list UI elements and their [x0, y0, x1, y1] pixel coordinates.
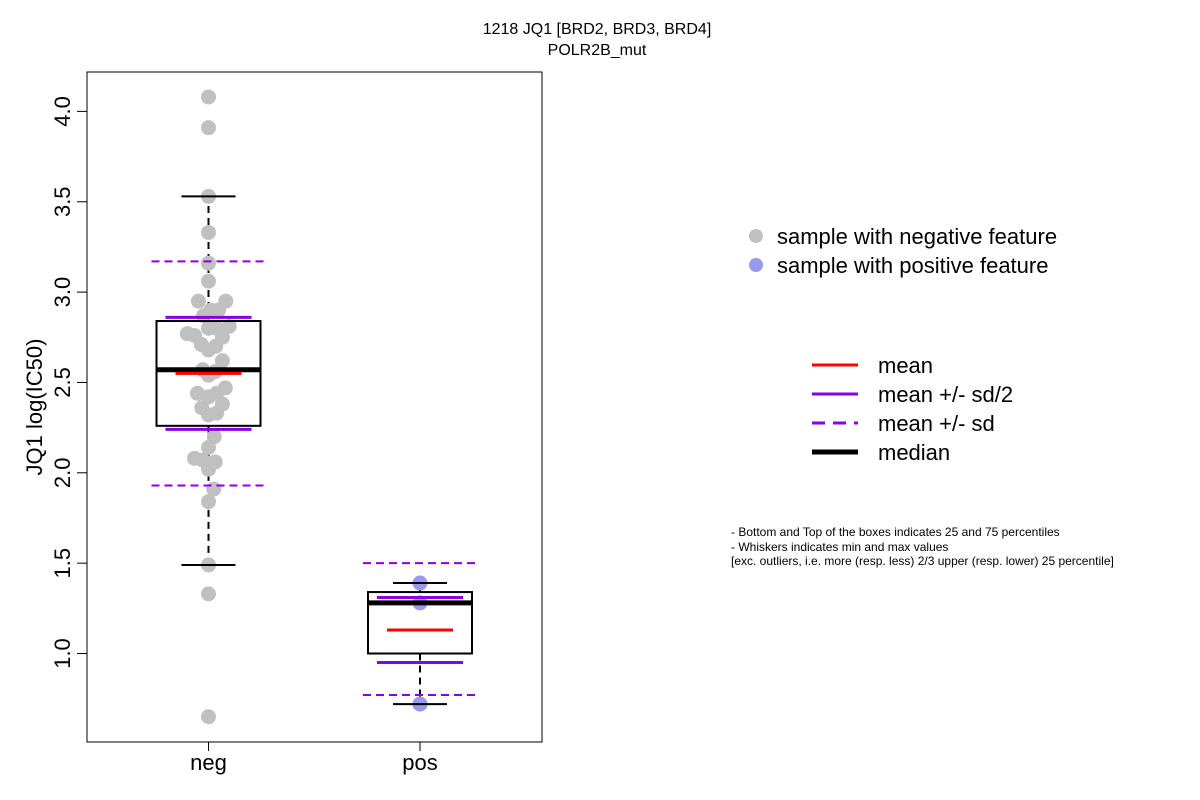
iqr-box	[367, 591, 473, 655]
data-point	[209, 405, 225, 421]
data-point	[208, 338, 224, 354]
data-point	[201, 494, 216, 510]
iqr-box	[155, 320, 262, 427]
footnotes: - Bottom and Top of the boxes indicates …	[731, 525, 1114, 568]
legend-points: sample with negative feature sample with …	[749, 224, 1057, 278]
data-point	[190, 293, 206, 309]
legend-point-marker	[749, 258, 763, 272]
y-tick-label: 3.5	[50, 186, 75, 217]
legend-point-marker	[749, 229, 763, 243]
y-tick-label: 2.0	[50, 458, 75, 489]
data-point	[201, 586, 216, 602]
data-point	[201, 709, 216, 725]
data-point	[201, 440, 216, 456]
y-tick-label: 2.5	[50, 367, 75, 398]
box-groups	[151, 89, 477, 725]
data-point	[201, 120, 216, 136]
y-axis: 1.0 1.5 2.0 2.5 3.0 3.5 4.0	[50, 96, 88, 669]
data-point	[201, 255, 216, 271]
x-axis: neg pos	[190, 742, 438, 775]
data-point	[207, 454, 223, 470]
legend-line-label: mean +/- sd	[878, 411, 995, 436]
y-tick-label: 1.5	[50, 548, 75, 579]
chart-subtitle: POLR2B_mut	[548, 42, 647, 59]
y-tick-label: 3.0	[50, 277, 75, 308]
data-point	[201, 224, 216, 240]
x-tick-label-pos: pos	[402, 750, 437, 775]
data-point	[214, 353, 230, 369]
data-point	[221, 318, 237, 334]
footnote-1: - Bottom and Top of the boxes indicates …	[731, 525, 1060, 539]
y-tick-label: 1.0	[50, 638, 75, 669]
legend-line-label: mean +/- sd/2	[878, 382, 1013, 407]
plot-frame	[86, 71, 543, 743]
legend-point-label: sample with positive feature	[777, 253, 1048, 278]
y-axis-label: JQ1 log(IC50)	[22, 339, 47, 476]
x-tick-label-neg: neg	[190, 750, 227, 775]
group-neg	[151, 89, 266, 725]
legend-line-label: mean	[878, 353, 933, 378]
chart-title: 1218 JQ1 [BRD2, BRD3, BRD4]	[483, 21, 712, 38]
legend-line-label: median	[878, 440, 950, 465]
footnote-2: - Whiskers indicates min and max values	[731, 540, 948, 554]
data-point	[201, 89, 216, 105]
legend-lines: mean mean +/- sd/2 mean +/- sd median	[812, 353, 1013, 465]
data-point	[218, 293, 234, 309]
legend-point-label: sample with negative feature	[777, 224, 1057, 249]
footnote-3: [exc. outliers, i.e. more (resp. less) 2…	[731, 554, 1114, 568]
y-tick-label: 4.0	[50, 96, 75, 127]
data-point	[201, 273, 216, 289]
group-pos	[363, 562, 477, 712]
